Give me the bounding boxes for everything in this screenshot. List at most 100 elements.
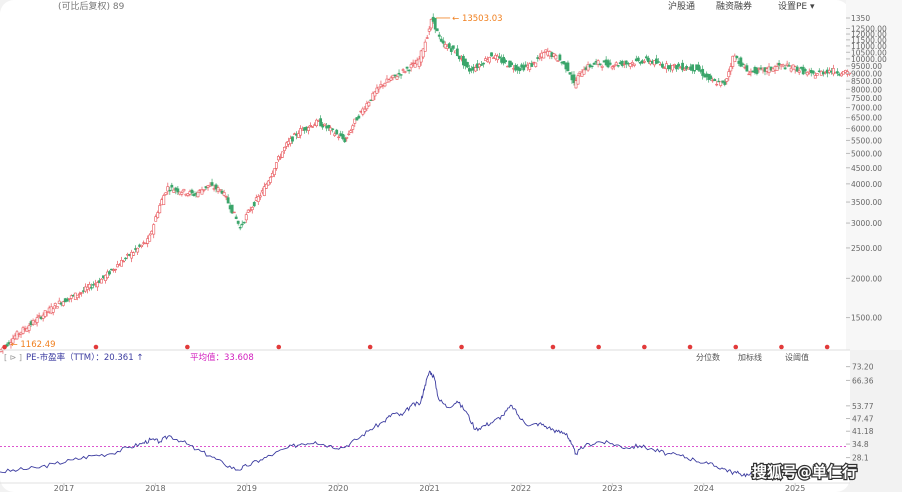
candle-body: [21, 327, 25, 334]
event-marker[interactable]: [276, 344, 282, 350]
candle-body: [43, 310, 47, 317]
candle-body: [291, 136, 294, 142]
pe-series-line: [0, 370, 759, 478]
candle-body: [190, 189, 194, 194]
candle-body: [725, 78, 729, 82]
candle-body: [435, 28, 439, 32]
price-tick-label: 9000.00: [851, 69, 882, 78]
candle-body: [673, 64, 676, 66]
event-marker[interactable]: [2, 344, 7, 350]
event-marker[interactable]: [687, 344, 693, 350]
price-tick-label: 10000.00: [851, 55, 887, 64]
candle-body: [373, 91, 377, 97]
event-marker[interactable]: [550, 344, 556, 350]
candle-body: [628, 63, 632, 67]
event-marker[interactable]: [596, 344, 601, 350]
price-panel: ← 13503.03 ← 1162.49: [0, 13, 851, 354]
candle-body: [504, 60, 508, 63]
tab-percentile[interactable]: 分位数: [696, 352, 720, 362]
candle-body: [612, 65, 616, 67]
x-tick-label: 2020: [328, 484, 348, 492]
candle-body: [403, 71, 407, 73]
candle-body: [69, 295, 73, 299]
candle-body: [230, 204, 234, 214]
tab-set-threshold[interactable]: 设阈值: [785, 352, 809, 362]
candle-body: [600, 65, 604, 68]
candle-body: [61, 301, 65, 306]
candle-body: [713, 79, 717, 82]
candle-body: [592, 62, 596, 65]
candle-body: [785, 63, 789, 66]
candle-body: [96, 282, 99, 288]
candle-body: [35, 317, 39, 323]
candle-body: [262, 186, 266, 196]
x-tick-label: 2025: [785, 484, 805, 492]
candle-body: [789, 67, 793, 72]
candle-body: [538, 56, 542, 59]
candle-body: [345, 136, 349, 139]
event-marker[interactable]: [185, 344, 190, 350]
candle-body: [285, 142, 288, 147]
candle-body: [383, 82, 387, 87]
candle-body: [685, 66, 688, 70]
event-marker[interactable]: [93, 344, 99, 350]
x-axis: 2017 2018 2019 2020 2021 2022 2023 2024 2025: [54, 483, 805, 492]
candle-body: [715, 83, 719, 86]
candle-body: [457, 55, 461, 60]
link-pe-settings[interactable]: 设置PE ▾: [778, 1, 815, 12]
event-marker[interactable]: [642, 344, 647, 350]
price-tick-label: 7500.00: [851, 94, 882, 103]
candle-body: [55, 306, 59, 309]
candle-body: [729, 66, 733, 72]
event-marker[interactable]: [733, 344, 739, 350]
candle-body: [238, 226, 242, 229]
event-marker[interactable]: [779, 344, 784, 350]
tab-add-line[interactable]: 加标线: [738, 352, 762, 362]
min-price-label: ← 1162.49: [11, 340, 56, 350]
candle-body: [510, 62, 514, 66]
candle-body: [490, 52, 493, 57]
candle-body: [281, 151, 284, 158]
candle-body: [701, 68, 705, 76]
price-tick-label: 4000.00: [851, 180, 882, 189]
x-tick-label: 2022: [511, 484, 531, 492]
candle-body: [407, 69, 411, 72]
event-marker[interactable]: [367, 344, 373, 350]
event-marker[interactable]: [459, 344, 464, 350]
candle-body: [272, 168, 276, 175]
candle-body: [222, 192, 226, 196]
candle-body: [482, 62, 485, 65]
candle-body: [614, 62, 618, 66]
link-hk-connect[interactable]: 沪股通: [668, 0, 695, 12]
event-marker[interactable]: [824, 344, 830, 350]
candle-body: [675, 65, 678, 70]
candle-body: [77, 293, 81, 295]
candle-body: [240, 223, 244, 226]
candle-body: [87, 284, 91, 289]
candle-body: [413, 63, 417, 68]
candle-body: [92, 284, 95, 286]
pe-tick-label: 53.77: [852, 402, 874, 411]
candle-body: [136, 247, 140, 253]
price-tick-label: 8000.00: [851, 85, 882, 94]
candle-body: [51, 308, 55, 313]
candle-body: [831, 68, 835, 75]
candle-body: [395, 76, 399, 80]
candle-body: [152, 224, 156, 235]
candle-body: [787, 65, 791, 67]
candle-body: [41, 314, 45, 319]
link-margin-trading[interactable]: 融资融券: [716, 0, 752, 12]
candle-body: [474, 67, 477, 72]
candle-body: [391, 74, 395, 78]
candle-body: [202, 189, 206, 191]
pe-tick-label: 73.20: [852, 363, 874, 372]
candle-body: [37, 315, 41, 317]
candle-body: [835, 71, 839, 74]
candle-body: [196, 191, 200, 198]
candle-body: [307, 127, 310, 131]
candle-body: [775, 66, 779, 71]
watermark: 搜狐号@单仁行: [752, 463, 857, 481]
max-price-label: ← 13503.03: [452, 14, 502, 24]
candle-body: [224, 196, 228, 198]
candle-body: [749, 71, 753, 74]
